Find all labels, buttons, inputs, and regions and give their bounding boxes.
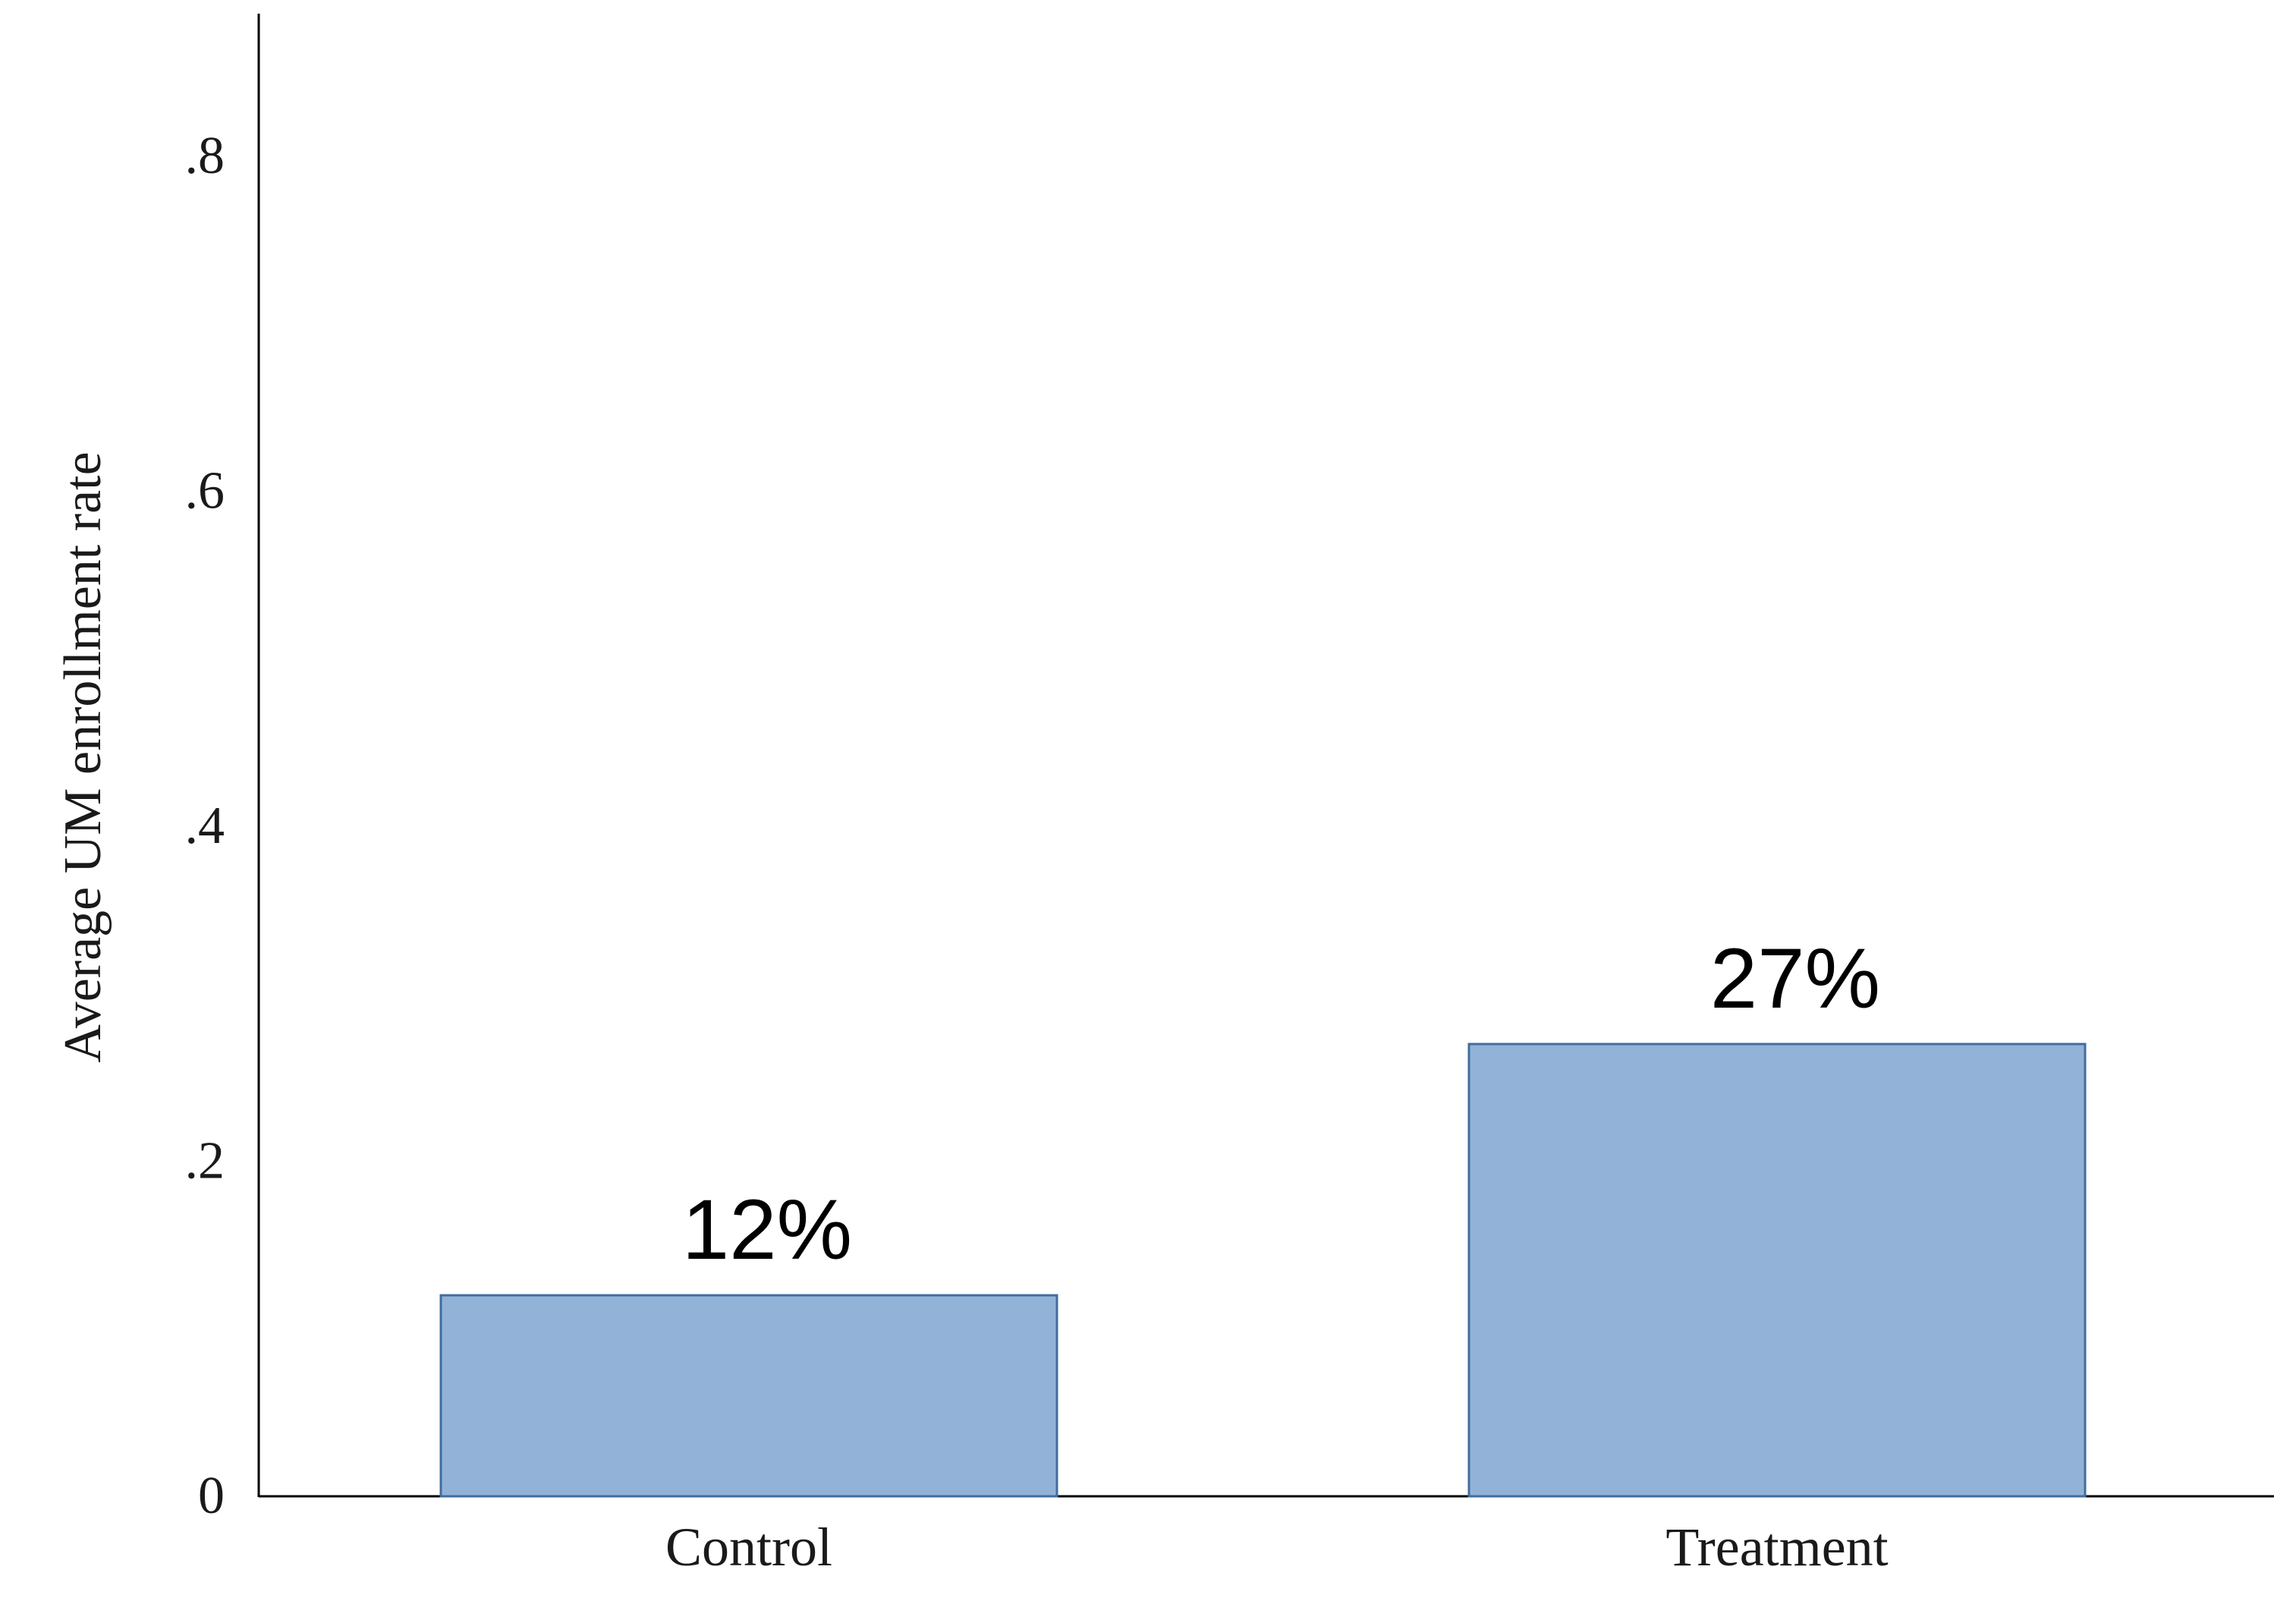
x-category-label: Control: [665, 1517, 832, 1577]
labels: 0 .2 .4 .6 .8 12% Control 27% Treatment: [185, 127, 1889, 1577]
y-tick-label: .6: [185, 462, 225, 521]
y-tick-label: 0: [198, 1467, 225, 1525]
bars: [439, 1043, 2087, 1498]
data-label-treatment: 27%: [1710, 931, 1880, 1026]
bar-treatment: [1467, 1043, 2087, 1498]
y-axis-title: Average UM enrollment rate: [54, 451, 112, 1062]
y-tick-label: .2: [185, 1132, 225, 1191]
x-category-label: Treatment: [1665, 1517, 1888, 1577]
bar-control: [439, 1294, 1058, 1498]
y-tick-label: .4: [185, 797, 225, 855]
data-label-control: 12%: [682, 1182, 852, 1277]
y-tick-label: .8: [185, 127, 225, 185]
